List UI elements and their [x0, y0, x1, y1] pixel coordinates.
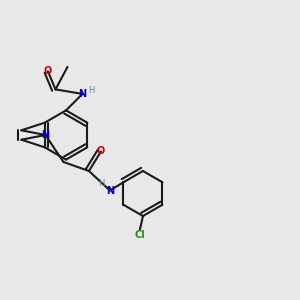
Text: N: N	[41, 130, 50, 140]
Text: H: H	[88, 86, 95, 95]
Text: O: O	[44, 66, 52, 76]
Text: N: N	[106, 185, 114, 196]
Text: H: H	[98, 178, 105, 188]
Text: Cl: Cl	[135, 230, 145, 241]
Text: N: N	[78, 89, 87, 99]
Text: O: O	[97, 146, 105, 157]
